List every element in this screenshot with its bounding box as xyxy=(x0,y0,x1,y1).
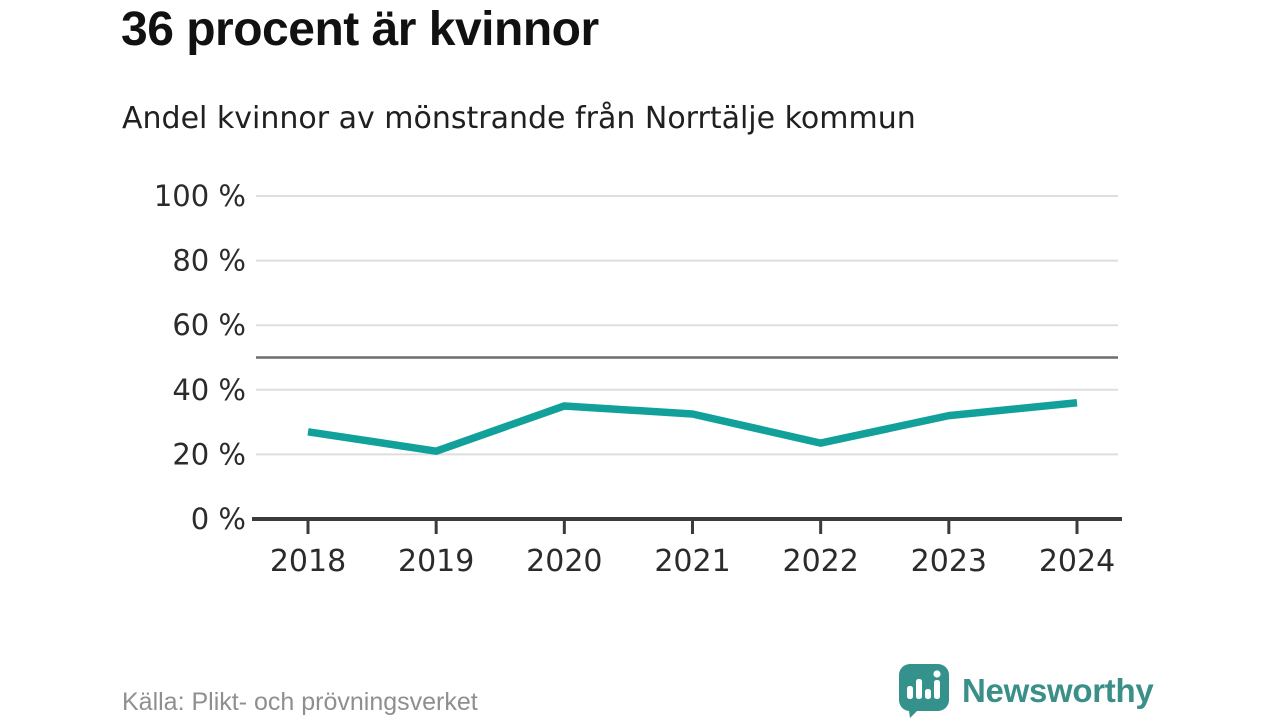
x-tick-label: 2023 xyxy=(911,544,987,579)
newsworthy-brand-text: Newsworthy xyxy=(962,671,1154,709)
y-tick-label: 60 % xyxy=(172,308,246,342)
y-tick-label: 100 % xyxy=(154,179,246,213)
newsworthy-logo: Newsworthy xyxy=(897,662,1154,719)
x-tick-label: 2018 xyxy=(270,544,346,579)
x-tick-label: 2021 xyxy=(654,544,730,579)
chart-title: 36 procent är kvinnor xyxy=(121,3,599,56)
source-text: Källa: Plikt- och prövningsverket xyxy=(122,688,478,716)
chart-subtitle: Andel kvinnor av mönstrande från Norrtäl… xyxy=(122,101,916,136)
data-line xyxy=(307,398,1078,455)
y-tick-label: 80 % xyxy=(172,244,246,278)
x-tick-label: 2024 xyxy=(1039,544,1115,579)
x-tick-label: 2019 xyxy=(398,544,474,579)
y-tick-label: 40 % xyxy=(172,373,246,407)
x-tick-label: 2020 xyxy=(526,544,602,579)
y-tick-label: 0 % xyxy=(191,502,246,536)
x-tick-label: 2022 xyxy=(782,544,858,579)
newsworthy-logo-icon xyxy=(898,664,949,718)
y-tick-label: 20 % xyxy=(172,437,246,471)
